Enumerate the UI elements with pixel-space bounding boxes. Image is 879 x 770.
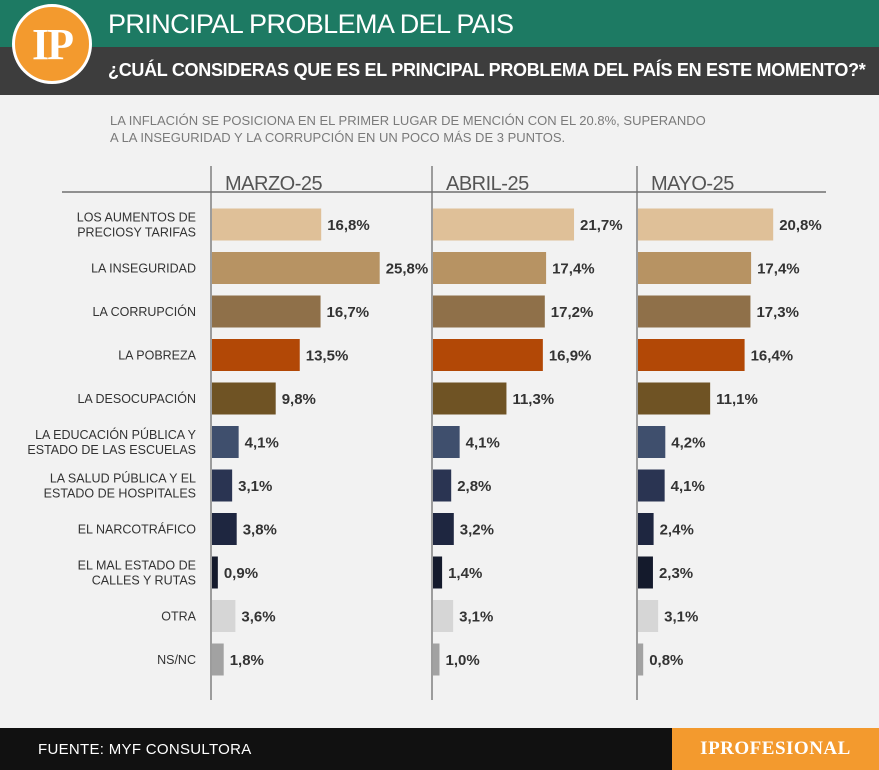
value-label-3-9: 2,3% <box>659 565 693 582</box>
header-title-band <box>0 0 879 47</box>
series-header-3: MAYO-25 <box>651 173 734 195</box>
bar-1-5 <box>212 382 276 415</box>
bar-3-3 <box>638 295 751 328</box>
value-label-1-10: 3,6% <box>241 609 275 626</box>
bar-2-6 <box>433 426 460 458</box>
bar-3-11 <box>638 643 644 676</box>
value-label-1-5: 9,8% <box>282 391 316 408</box>
bar-3-1 <box>638 208 774 241</box>
value-label-2-7: 2,8% <box>457 478 491 495</box>
bar-2-9 <box>433 556 443 589</box>
bar-2-11 <box>433 643 440 676</box>
bar-1-9 <box>212 556 218 589</box>
bar-3-6 <box>638 426 666 458</box>
value-label-3-5: 11,1% <box>716 391 758 408</box>
category-label-6-line-2: ESTADO DE LAS ESCUELAS <box>27 443 196 457</box>
value-label-1-3: 16,7% <box>327 304 370 321</box>
bar-1-1 <box>212 208 322 241</box>
bar-3-8 <box>638 513 654 545</box>
bar-1-8 <box>212 513 237 545</box>
value-label-1-7: 3,1% <box>238 478 272 495</box>
intro-line-1: LA INFLACIÓN SE POSICIONA EN EL PRIMER L… <box>110 113 706 128</box>
category-label-3: LA CORRUPCIÓN <box>93 304 197 319</box>
bar-3-2 <box>638 252 752 284</box>
value-label-3-7: 4,1% <box>671 478 705 495</box>
value-label-2-8: 3,2% <box>460 522 494 539</box>
bar-3-5 <box>638 382 711 415</box>
bar-2-8 <box>433 513 454 545</box>
bar-1-11 <box>212 643 224 676</box>
category-label-9-line-1: EL MAL ESTADO DE <box>78 559 196 573</box>
category-label-10: OTRA <box>161 610 196 624</box>
category-label-11: NS/NC <box>157 653 196 667</box>
series-header-2: ABRIL-25 <box>446 173 529 195</box>
brand-logo: IPROFESIONAL <box>672 728 879 770</box>
bar-2-5 <box>433 382 507 415</box>
value-label-1-1: 16,8% <box>327 217 370 234</box>
bar-1-10 <box>212 600 236 632</box>
bar-2-7 <box>433 469 452 502</box>
bar-1-3 <box>212 295 321 328</box>
value-label-3-3: 17,3% <box>756 304 799 321</box>
value-label-2-11: 1,0% <box>446 652 480 669</box>
value-label-1-11: 1,8% <box>230 652 264 669</box>
intro-text: LA INFLACIÓN SE POSICIONA EN EL PRIMER L… <box>110 112 730 146</box>
value-label-2-9: 1,4% <box>448 565 482 582</box>
series-header-1: MARZO-25 <box>225 173 323 195</box>
category-label-4: LA POBREZA <box>118 349 196 363</box>
survey-question: ¿CUÁL CONSIDERAS QUE ES EL PRINCIPAL PRO… <box>108 60 866 80</box>
bar-1-4 <box>212 339 300 371</box>
category-label-7-line-2: ESTADO DE HOSPITALES <box>44 487 196 501</box>
ip-logo: IP <box>12 4 92 84</box>
category-label-1-line-1: LOS AUMENTOS DE <box>77 211 196 225</box>
page-title: PRINCIPAL PROBLEMA DEL PAIS <box>108 9 514 39</box>
value-label-2-3: 17,2% <box>551 304 594 321</box>
value-label-2-6: 4,1% <box>466 435 500 452</box>
bar-2-1 <box>433 208 575 241</box>
category-label-8: EL NARCOTRÁFICO <box>78 522 197 537</box>
bar-2-10 <box>433 600 454 632</box>
category-label-1-line-2: PRECIOSY TARIFAS <box>77 226 196 240</box>
value-label-2-1: 21,7% <box>580 217 623 234</box>
bar-2-4 <box>433 339 543 371</box>
bar-2-2 <box>433 252 547 284</box>
bar-3-9 <box>638 556 653 589</box>
category-label-6-line-1: LA EDUCACIÓN PÚBLICA Y <box>35 427 197 442</box>
source-label: FUENTE: MYF CONSULTORA <box>38 741 252 758</box>
value-label-1-4: 13,5% <box>306 348 349 365</box>
value-label-3-11: 0,8% <box>649 652 683 669</box>
header-question-band <box>0 47 879 95</box>
value-label-2-2: 17,4% <box>552 261 595 278</box>
value-label-1-8: 3,8% <box>243 522 277 539</box>
category-label-5: LA DESOCUPACIÓN <box>77 391 196 406</box>
bar-2-3 <box>433 295 545 328</box>
intro-line-2: A LA INSEGURIDAD Y LA CORRUPCIÓN EN UN P… <box>110 130 566 145</box>
bar-1-6 <box>212 426 239 458</box>
bar-1-7 <box>212 469 233 502</box>
value-label-1-2: 25,8% <box>386 261 429 278</box>
value-label-2-10: 3,1% <box>459 609 493 626</box>
value-label-3-4: 16,4% <box>751 348 794 365</box>
value-label-2-4: 16,9% <box>549 348 592 365</box>
bar-chart: MARZO-25 ABRIL-25 MAYO-25 LOS AUMENTOS DEPR… <box>27 166 826 700</box>
category-label-9-line-2: CALLES Y RUTAS <box>92 574 196 588</box>
category-label-2: LA INSEGURIDAD <box>91 262 196 276</box>
value-label-3-1: 20,8% <box>779 217 822 234</box>
value-label-1-9: 0,9% <box>224 565 258 582</box>
category-label-7-line-1: LA SALUD PÚBLICA Y EL <box>50 471 196 486</box>
value-label-3-6: 4,2% <box>671 435 705 452</box>
value-label-3-2: 17,4% <box>757 261 800 278</box>
bar-3-4 <box>638 339 745 371</box>
bar-3-7 <box>638 469 665 502</box>
bar-3-10 <box>638 600 659 632</box>
value-label-3-8: 2,4% <box>660 522 694 539</box>
bar-1-2 <box>212 252 380 284</box>
value-label-3-10: 3,1% <box>664 609 698 626</box>
value-label-2-5: 11,3% <box>512 391 554 408</box>
value-label-1-6: 4,1% <box>245 435 279 452</box>
